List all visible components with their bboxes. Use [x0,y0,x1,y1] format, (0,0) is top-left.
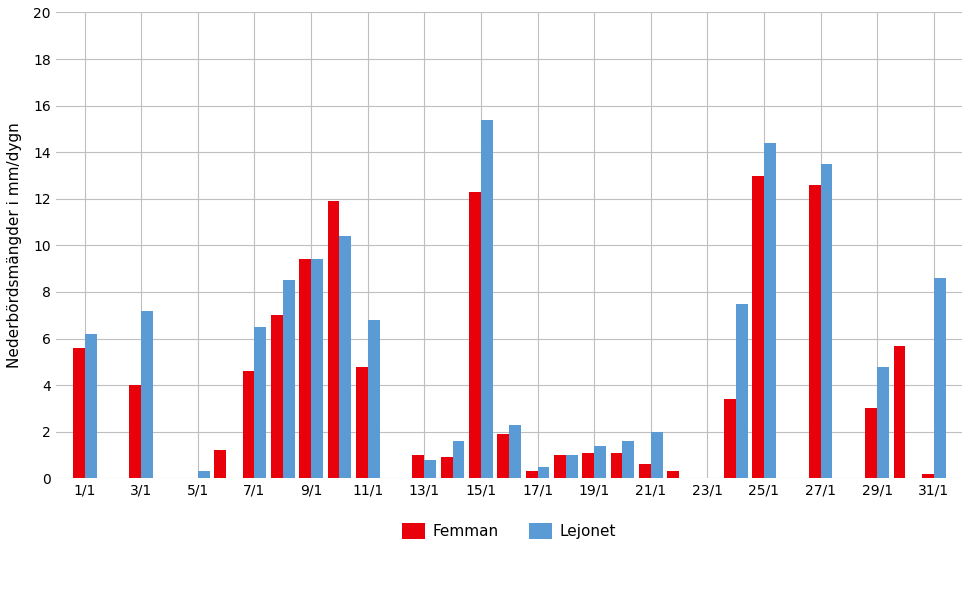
Bar [453,441,464,478]
Bar [651,432,663,478]
Bar [566,455,578,478]
Bar [469,192,481,478]
Bar [497,434,509,478]
Bar [877,366,889,478]
Bar [367,320,380,478]
Bar [821,164,832,478]
Bar [255,327,266,478]
Bar [84,334,97,478]
Bar [752,175,764,478]
Bar [73,348,84,478]
Bar [141,311,153,478]
Bar [922,474,934,478]
Bar [441,458,453,478]
Bar [413,455,424,478]
Bar [538,466,549,478]
Bar [554,455,566,478]
Bar [299,259,311,478]
Bar [639,464,651,478]
Bar [610,453,622,478]
Bar [424,459,436,478]
Legend: Femman, Lejonet: Femman, Lejonet [396,517,622,545]
Bar [271,316,283,478]
Bar [582,453,594,478]
Bar [667,471,679,478]
Bar [865,408,877,478]
Bar [356,366,367,478]
Bar [622,441,635,478]
Bar [242,371,255,478]
Bar [893,346,905,478]
Bar [764,143,776,478]
Bar [809,185,821,478]
Bar [735,304,747,478]
Bar [339,236,352,478]
Bar [283,281,295,478]
Bar [525,471,538,478]
Bar [198,471,209,478]
Bar [594,446,606,478]
Bar [130,385,141,478]
Bar [934,278,946,478]
Y-axis label: Nederbördsmängder i mm/dygn: Nederbördsmängder i mm/dygn [7,123,22,368]
Bar [328,201,339,478]
Bar [724,399,735,478]
Bar [311,259,323,478]
Bar [509,424,521,478]
Bar [214,451,226,478]
Bar [481,120,493,478]
